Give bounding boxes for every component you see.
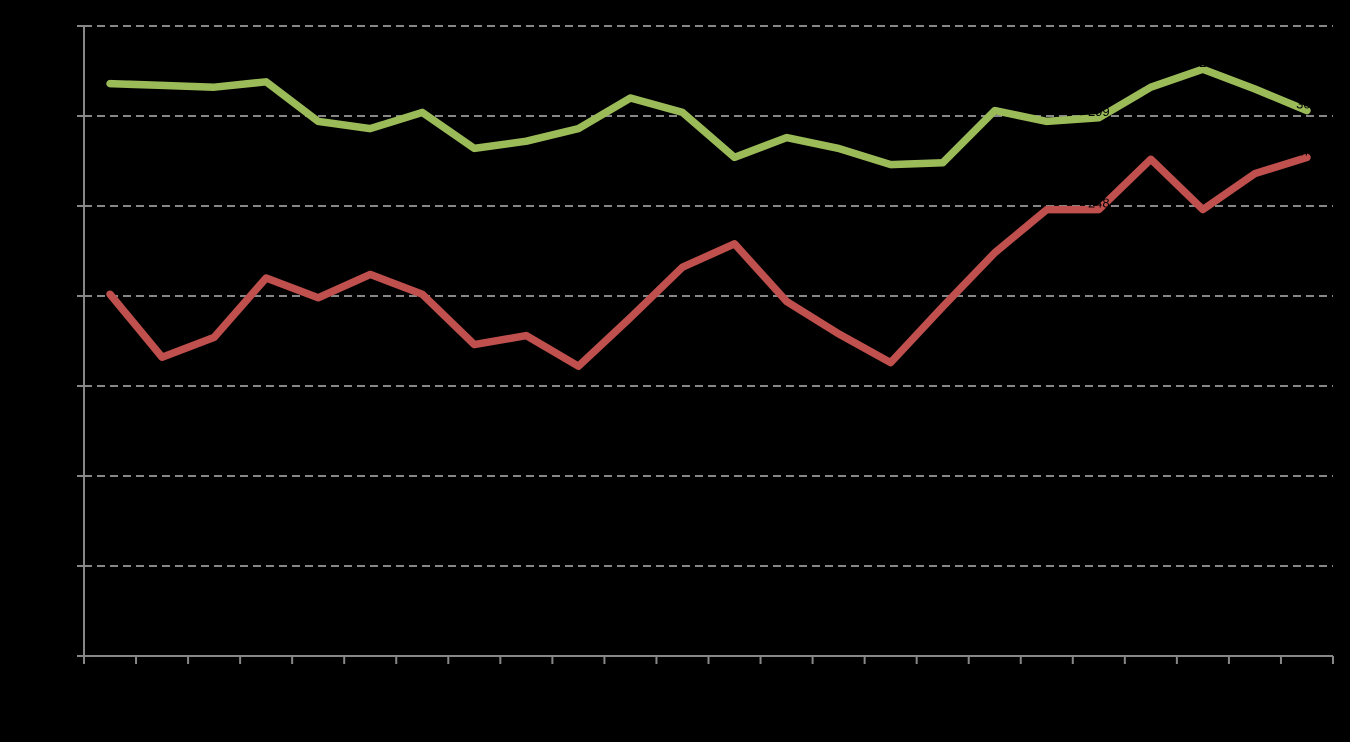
data-label: 326	[1192, 55, 1214, 70]
data-label: 277	[1296, 143, 1318, 158]
data-label: 299	[1088, 104, 1110, 119]
series-green-line	[106, 65, 1311, 169]
data-label: 248	[1088, 196, 1110, 211]
data-label: 303	[1296, 97, 1318, 112]
series-red-line	[106, 153, 1311, 370]
